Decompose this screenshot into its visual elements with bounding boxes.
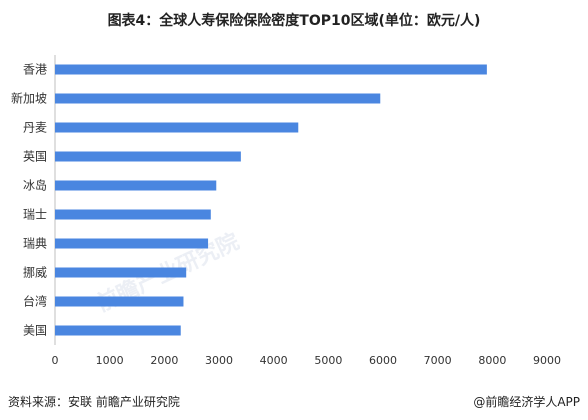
category-label: 挪威 — [23, 266, 47, 280]
category-label: 丹麦 — [23, 121, 47, 135]
category-label: 瑞士 — [23, 208, 47, 222]
x-tick-label: 3000 — [205, 354, 233, 367]
bar — [55, 151, 241, 162]
bar — [55, 180, 217, 191]
brand-handle: @前瞻经济学人APP — [473, 395, 580, 409]
bar — [55, 122, 299, 133]
bar — [55, 209, 211, 220]
category-label: 冰岛 — [23, 178, 47, 193]
x-tick-label: 0 — [52, 354, 59, 367]
x-tick-label: 8000 — [478, 354, 506, 367]
x-tick-label: 1000 — [96, 354, 124, 367]
category-label: 英国 — [23, 150, 47, 164]
category-label: 新加坡 — [11, 91, 47, 106]
x-tick-label: 5000 — [314, 354, 342, 367]
x-tick-label: 2000 — [150, 354, 178, 367]
x-tick-label: 9000 — [533, 354, 561, 367]
bar — [55, 93, 381, 104]
category-label: 瑞典 — [23, 237, 47, 251]
bar — [55, 238, 209, 249]
category-label: 美国 — [23, 324, 47, 338]
category-label: 香港 — [23, 63, 47, 77]
x-tick-label: 7000 — [424, 354, 452, 367]
bar — [55, 64, 487, 75]
bar — [55, 267, 187, 278]
bar — [55, 296, 184, 307]
x-tick-label: 4000 — [260, 354, 288, 367]
category-label: 台湾 — [23, 294, 47, 309]
bar — [55, 325, 181, 336]
source-note: 资料来源：安联 前瞻产业研究院 — [8, 395, 180, 409]
x-tick-label: 6000 — [369, 354, 397, 367]
chart-title: 图表4：全球人寿保险保险密度TOP10区域(单位：欧元/人) — [107, 13, 481, 29]
